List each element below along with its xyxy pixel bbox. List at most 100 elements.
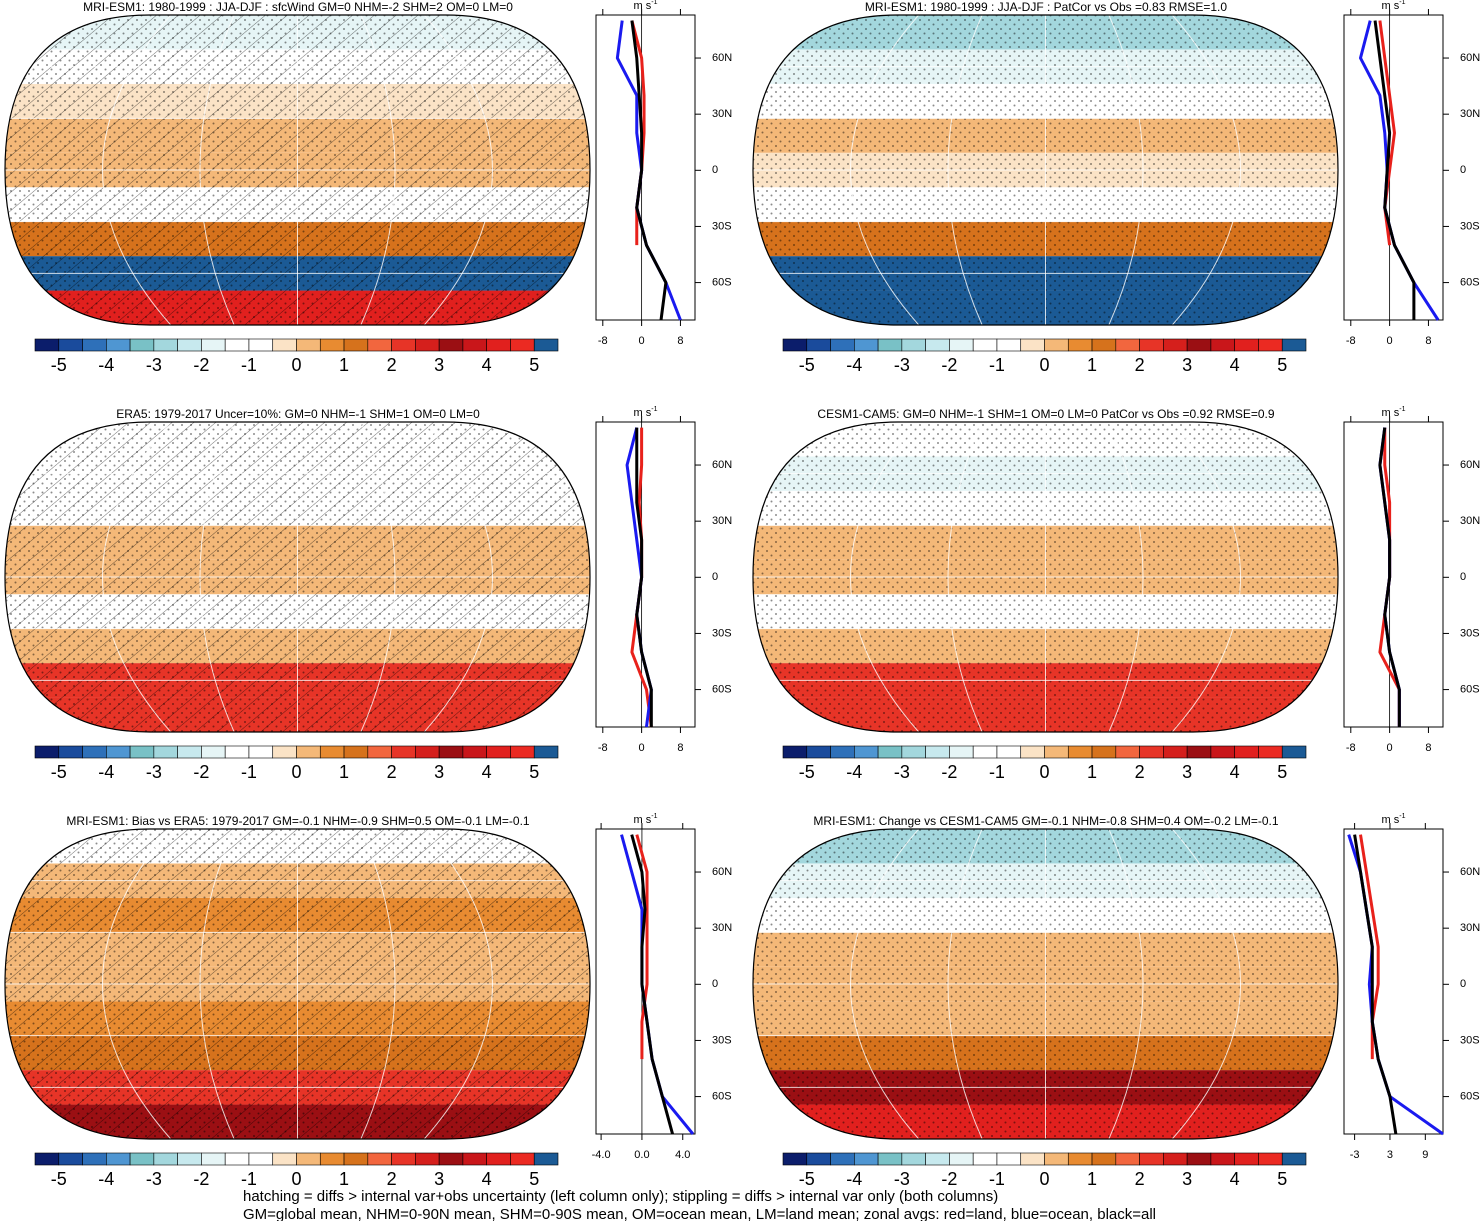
x-tick-label: -8 bbox=[598, 742, 608, 754]
graticule bbox=[1108, 422, 1144, 732]
colorbar-box bbox=[438, 338, 464, 352]
colorbar-box bbox=[533, 338, 559, 352]
footer-note: hatching = diffs > internal var+obs unce… bbox=[243, 1188, 998, 1205]
colorbar-box bbox=[343, 745, 369, 759]
colorbar-box bbox=[272, 745, 297, 759]
zonal-line bbox=[1373, 20, 1416, 320]
y-tick-label: 30S bbox=[1460, 627, 1480, 639]
colorbar-box bbox=[782, 338, 808, 352]
x-tick-label: -3 bbox=[1350, 1149, 1360, 1161]
colorbar-box bbox=[272, 338, 297, 352]
colorbar-box bbox=[972, 1152, 998, 1166]
colorbar-box bbox=[177, 1152, 202, 1166]
colorbar-label: 1 bbox=[339, 355, 349, 375]
colorbar-label: -4 bbox=[846, 355, 862, 375]
y-tick-label: 30S bbox=[1460, 1034, 1480, 1046]
colorbar-label: -4 bbox=[98, 1169, 114, 1189]
colorbar-box bbox=[438, 745, 464, 759]
x-tick-label: 0 bbox=[1387, 742, 1393, 754]
colorbar-label: -5 bbox=[51, 762, 67, 782]
graticule bbox=[199, 422, 235, 732]
colorbar-box bbox=[1139, 745, 1164, 759]
colorbar-box bbox=[1067, 1152, 1093, 1166]
graticule bbox=[947, 829, 983, 1139]
unit-label: m s-1 bbox=[1382, 0, 1406, 12]
graticule bbox=[1171, 829, 1241, 1139]
zonal-line bbox=[635, 427, 653, 727]
colorbar-label: -1 bbox=[989, 1169, 1005, 1189]
colorbar-box bbox=[34, 1152, 60, 1166]
colorbar-box bbox=[82, 745, 107, 759]
y-tick-label: 60N bbox=[1460, 52, 1480, 64]
colorbar-label: 2 bbox=[387, 1169, 397, 1189]
colorbar-box bbox=[1258, 1152, 1283, 1166]
colorbar-box bbox=[1210, 1152, 1235, 1166]
map bbox=[5, 829, 590, 1139]
graticule bbox=[423, 15, 493, 325]
y-tick-label: 30N bbox=[1460, 108, 1480, 120]
colorbar-box bbox=[806, 338, 831, 352]
colorbar-label: -3 bbox=[146, 762, 162, 782]
colorbar-box bbox=[438, 1152, 464, 1166]
y-tick-label: 30N bbox=[712, 108, 732, 120]
colorbar-box bbox=[1234, 338, 1259, 352]
colorbar-box bbox=[972, 338, 998, 352]
colorbar-box bbox=[486, 745, 511, 759]
colorbar-box bbox=[996, 745, 1022, 759]
y-tick-label: 60N bbox=[712, 52, 732, 64]
colorbar-label: 5 bbox=[1277, 1169, 1287, 1189]
zonal-line bbox=[635, 834, 649, 1060]
colorbar-box bbox=[1020, 745, 1045, 759]
y-tick-label: 60S bbox=[1460, 276, 1480, 288]
profile-frame bbox=[595, 828, 696, 1135]
colorbar-box bbox=[1044, 338, 1069, 352]
unit-power: -1 bbox=[1399, 0, 1405, 6]
colorbar-box bbox=[224, 338, 250, 352]
colorbar-label: 3 bbox=[434, 355, 444, 375]
x-tick-label: -8 bbox=[1346, 335, 1356, 347]
profile-frame bbox=[1343, 14, 1444, 321]
colorbar-label: -3 bbox=[146, 355, 162, 375]
colorbar-box bbox=[1281, 338, 1307, 352]
graticule bbox=[1171, 422, 1241, 732]
graticule bbox=[947, 422, 983, 732]
colorbar-box bbox=[806, 1152, 831, 1166]
colorbar-label: 5 bbox=[1277, 762, 1287, 782]
colorbar-box bbox=[391, 338, 416, 352]
colorbar-label: -4 bbox=[846, 1169, 862, 1189]
colorbar-box bbox=[1115, 338, 1140, 352]
colorbar-box bbox=[391, 745, 416, 759]
colorbar-box bbox=[996, 338, 1022, 352]
map-border bbox=[4, 421, 591, 733]
colorbar-label: 5 bbox=[1277, 355, 1287, 375]
colorbar-label: 1 bbox=[1087, 762, 1097, 782]
colorbar-box bbox=[177, 745, 202, 759]
colorbar-label: 0 bbox=[1039, 1169, 1049, 1189]
y-tick-label: 30N bbox=[1460, 515, 1480, 527]
colorbar-label: 2 bbox=[1135, 1169, 1145, 1189]
colorbar-label: -3 bbox=[894, 1169, 910, 1189]
colorbar-box bbox=[1091, 745, 1117, 759]
x-tick-label: -4.0 bbox=[592, 1149, 611, 1161]
colorbar-box bbox=[224, 1152, 250, 1166]
colorbar-label: -1 bbox=[241, 355, 257, 375]
colorbar-box bbox=[1186, 745, 1212, 759]
y-tick-label: 60S bbox=[712, 1090, 732, 1102]
colorbar-label: 1 bbox=[339, 1169, 349, 1189]
colorbar-label: -5 bbox=[799, 355, 815, 375]
unit-power: -1 bbox=[651, 813, 657, 820]
y-tick-label: 0 bbox=[712, 164, 718, 176]
colorbar-box bbox=[248, 1152, 274, 1166]
colorbar-box bbox=[153, 1152, 178, 1166]
y-tick-label: 0 bbox=[1460, 571, 1466, 583]
colorbar-box bbox=[177, 338, 202, 352]
colorbar-box bbox=[106, 1152, 131, 1166]
colorbar-box bbox=[343, 338, 369, 352]
graticule bbox=[850, 422, 920, 732]
colorbar-box bbox=[533, 745, 559, 759]
colorbar-label: -1 bbox=[989, 355, 1005, 375]
colorbar-box bbox=[296, 338, 321, 352]
colorbar-box bbox=[1139, 338, 1164, 352]
colorbar-box bbox=[949, 1152, 974, 1166]
colorbar-label: 4 bbox=[1230, 1169, 1240, 1189]
